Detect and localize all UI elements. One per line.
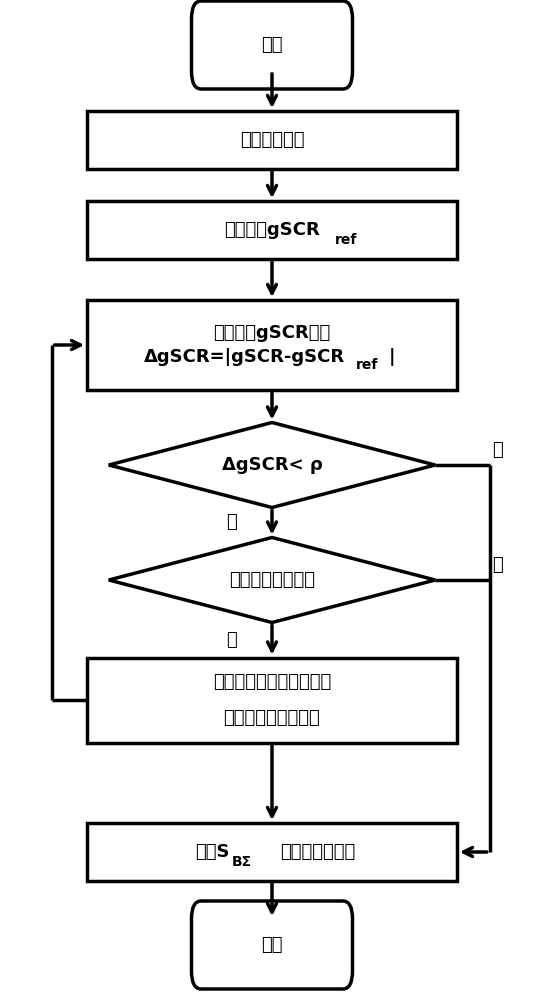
Polygon shape	[109, 422, 435, 507]
Text: 计算系统gSCR: 计算系统gSCR	[224, 221, 320, 239]
Text: 及各馈入点容量: 及各馈入点容量	[281, 843, 356, 861]
Polygon shape	[109, 538, 435, 622]
Bar	[87, 658, 457, 742]
Text: 是: 是	[492, 441, 503, 459]
Text: 计算系统gSCR，令: 计算系统gSCR，令	[213, 324, 331, 342]
Text: ΔgSCR< ρ: ΔgSCR< ρ	[221, 456, 323, 474]
Text: ref: ref	[356, 358, 379, 372]
Text: 开始: 开始	[261, 36, 283, 54]
Text: |: |	[388, 348, 395, 366]
Text: 否: 否	[226, 631, 237, 649]
FancyBboxPatch shape	[191, 901, 353, 989]
Text: 微上调灵敏度绝对值最小: 微上调灵敏度绝对值最小	[213, 673, 331, 691]
Text: 否: 否	[226, 514, 237, 531]
Text: 结束: 结束	[261, 936, 283, 954]
Text: 的馈入点的额定容量: 的馈入点的额定容量	[224, 709, 320, 727]
Bar	[87, 111, 457, 169]
Bar	[87, 823, 457, 881]
Bar	[87, 201, 457, 259]
Bar	[87, 300, 457, 390]
Text: 输出S: 输出S	[195, 843, 230, 861]
FancyBboxPatch shape	[191, 1, 353, 89]
Text: ΔgSCR=|gSCR-gSCR: ΔgSCR=|gSCR-gSCR	[144, 348, 345, 366]
Text: ref: ref	[335, 233, 357, 247]
Text: BΣ: BΣ	[232, 855, 252, 869]
Text: 达到最大迭代次数: 达到最大迭代次数	[229, 571, 315, 589]
Text: 输入系统信息: 输入系统信息	[240, 131, 304, 149]
Text: 是: 是	[492, 556, 503, 574]
